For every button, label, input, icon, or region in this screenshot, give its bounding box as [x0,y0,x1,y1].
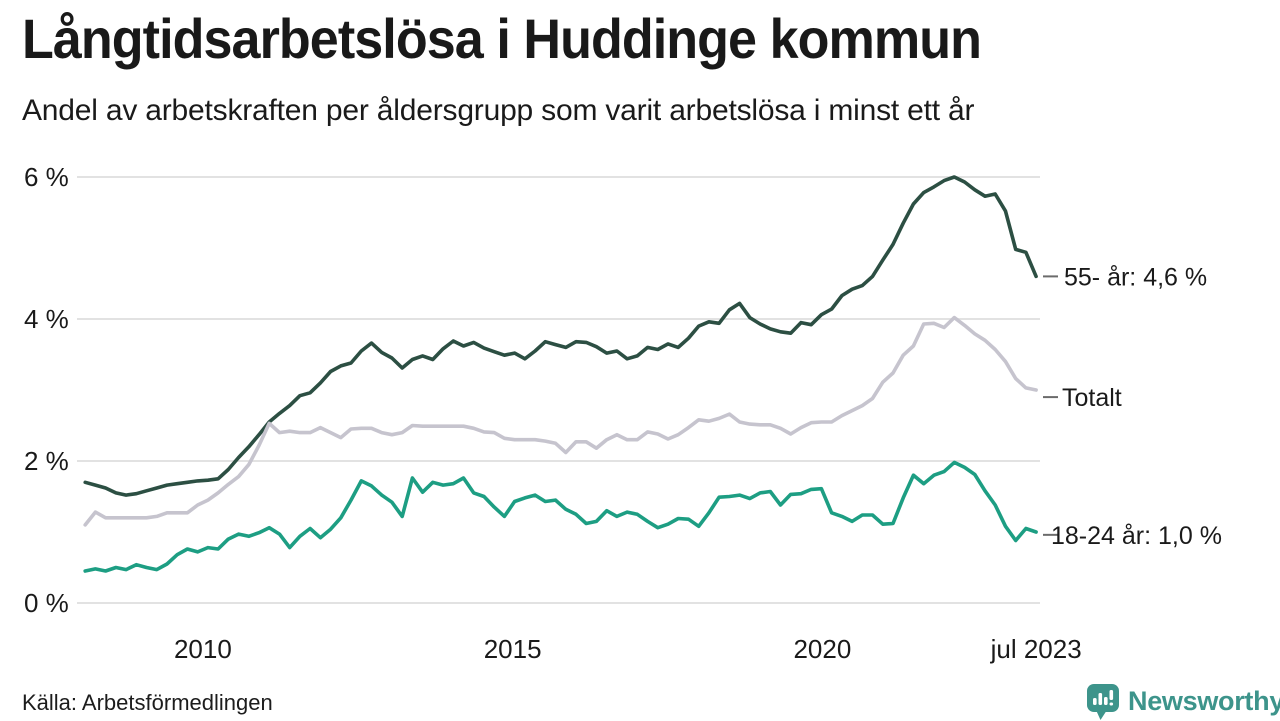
y-tick-label: 0 % [24,588,69,618]
page-subtitle: Andel av arbetskraften per åldersgrupp s… [22,94,975,127]
series-label-55-ar: 55- år: 4,6 % [1064,263,1207,291]
newsworthy-wordmark: Newsworthy [1128,686,1280,716]
x-tick-label: 2010 [174,634,232,664]
line-totalt [83,315,1038,527]
source-text: Källa: Arbetsförmedlingen [22,690,273,715]
x-tick-label: 2020 [793,634,851,664]
series-label-totalt: Totalt [1062,384,1122,412]
page-title: Långtidsarbetslösa i Huddinge kommun [22,7,982,70]
series-label-18-24-ar: 18-24 år: 1,0 % [1051,522,1222,550]
newsworthy-icon [1087,684,1119,720]
y-tick-label: 4 % [24,304,69,334]
y-tick-label: 6 % [24,162,69,192]
line-55-ar [83,175,1038,497]
newsworthy-logo: Newsworthy [1086,683,1280,721]
line-18-24-ar [83,460,1038,573]
x-tick-label: 2015 [484,634,542,664]
x-tick-label: jul 2023 [990,634,1082,664]
y-tick-label: 2 % [24,446,69,476]
